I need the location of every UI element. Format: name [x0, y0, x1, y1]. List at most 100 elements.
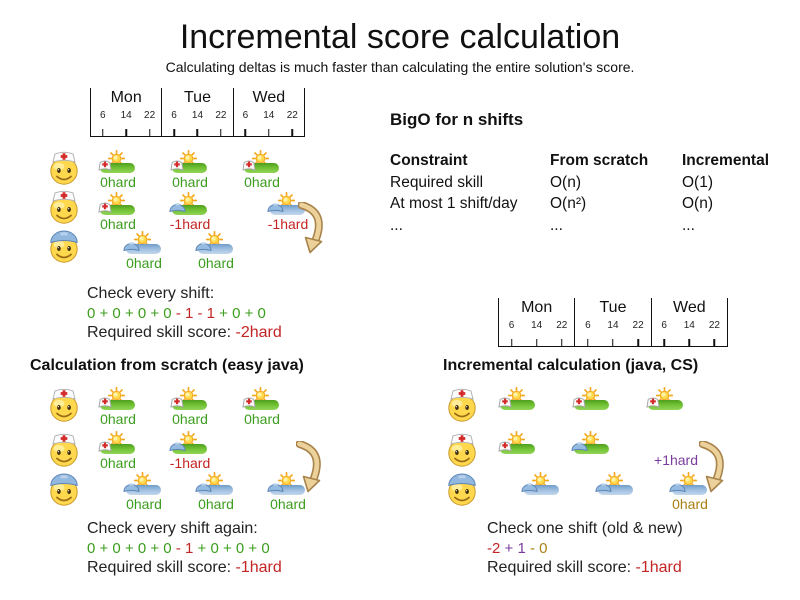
- bigo-cell: ...: [682, 216, 695, 234]
- timeline-hour-label: 14: [531, 320, 543, 331]
- timeline-tick: [148, 129, 151, 136]
- shift-score-label: 0hard: [244, 411, 280, 427]
- score-term: + 1: [500, 539, 526, 557]
- timeline-hour-label: 6: [171, 110, 177, 121]
- timeline-tick: [663, 339, 665, 346]
- employee-nurse-face: [444, 388, 480, 423]
- score-sum: -2 + 1 - 0: [487, 539, 683, 559]
- shift-score-label: 0hard: [198, 496, 234, 512]
- sun-icon: [179, 191, 198, 210]
- employee-builder-face: [46, 472, 82, 507]
- bigo-cell: At most 1 shift/day: [390, 195, 518, 212]
- shift-bar: [172, 444, 207, 454]
- bigo-header-cell: Constraint: [390, 152, 468, 169]
- timeline-hour-label: 6: [661, 320, 667, 331]
- sun-icon: [205, 230, 224, 249]
- timeline-tick: [587, 339, 589, 346]
- shift-bar: [598, 485, 633, 495]
- shift-bar: [244, 400, 279, 410]
- bigo-cell: Required skill: [390, 173, 484, 191]
- timeline-hour-label: 22: [556, 320, 568, 331]
- bigo-table: Constraint From scratch Incremental Require…: [390, 150, 792, 236]
- timeline-tick: [535, 339, 538, 346]
- shift-bar: [244, 163, 279, 173]
- timeline-tick: [268, 129, 270, 136]
- shift-bar: [574, 444, 609, 454]
- incremental-caption: Check one shift (old & new) -2 + 1 - 0 R…: [487, 519, 683, 578]
- shift-score-label: 0hard: [100, 455, 136, 471]
- employee-nurse-face: [46, 151, 82, 186]
- sun-icon: [107, 386, 126, 405]
- sun-icon: [277, 191, 296, 210]
- timeline-hour-label: 14: [191, 110, 204, 121]
- timeline-hour-label: 22: [632, 320, 644, 331]
- employee-builder-face: [46, 229, 82, 264]
- sun-icon: [581, 386, 600, 405]
- score-term: -2: [487, 539, 501, 557]
- bigo-cell: O(1): [682, 173, 713, 191]
- timeline-hour-label: 6: [99, 110, 106, 121]
- shift-score-label: 0hard: [198, 255, 234, 271]
- shift-bar: [100, 444, 135, 454]
- score-prefix: Required skill score:: [87, 559, 236, 576]
- score-value: -1hard: [635, 559, 682, 576]
- move-arrow-icon: [295, 440, 322, 493]
- bigo-cell: O(n): [682, 195, 713, 212]
- timeline-day-label: Tue: [184, 89, 211, 106]
- shift-bar: [126, 485, 161, 495]
- bigo-cell: O(n): [550, 173, 581, 191]
- timeline-tick: [244, 129, 247, 136]
- bigo-cell: O(n²): [550, 195, 587, 212]
- sun-icon: [507, 430, 526, 449]
- nurse-cap-icon: [497, 439, 513, 452]
- score-term: - 0: [525, 539, 548, 557]
- bigo-cell: ...: [390, 216, 403, 234]
- nurse-cap-icon: [97, 200, 113, 213]
- timeline-left: Mon 6 14 22 Tue 6 14 22 Wed 6 14 22: [90, 88, 305, 137]
- employee-nurse-face: [46, 433, 82, 468]
- hard-hat-icon: [595, 481, 612, 493]
- timeline-tick: [125, 129, 127, 136]
- timeline-hour-label: 14: [263, 110, 275, 121]
- nurse-cap-icon: [645, 395, 661, 408]
- slide-title: Incremental score calculation: [179, 18, 621, 56]
- hard-hat-icon: [169, 201, 186, 213]
- initial-caption: Check every shift: 0 + 0 + 0 + 0 - 1 - 1…: [87, 284, 282, 343]
- timeline-tick: [291, 129, 293, 136]
- timeline-day-tue: Tue 6 14 22: [574, 298, 650, 346]
- hard-hat-icon: [195, 481, 212, 493]
- hard-hat-icon: [123, 481, 140, 493]
- timeline-day-tue: Tue 6 14 22: [161, 88, 232, 136]
- move-arrow-icon: [698, 440, 725, 493]
- score-value: -1hard: [235, 559, 282, 576]
- shift-bar: [648, 400, 683, 410]
- timeline-day-label: Mon: [110, 89, 142, 106]
- timeline-day-mon: Mon 6 14 22: [498, 298, 574, 346]
- timeline-tick: [101, 129, 104, 136]
- score-term: 0 + 0 + 0 + 0: [87, 539, 172, 557]
- timeline-tick: [220, 129, 222, 136]
- shift-bar: [500, 444, 535, 454]
- caption-line: Check every shift:: [87, 285, 215, 302]
- bigo-heading: BigO for n shifts: [390, 110, 524, 129]
- nurse-cap-icon: [97, 439, 113, 452]
- timeline-hour-label: 14: [607, 320, 619, 331]
- timeline-day-label: Wed: [252, 89, 286, 106]
- timeline-tick: [173, 129, 175, 136]
- timeline-hour-label: 22: [708, 320, 720, 331]
- employee-builder-face: [444, 472, 480, 507]
- score-line: Required skill score: -1hard: [487, 558, 683, 578]
- timeline-hour-label: 6: [242, 110, 249, 121]
- hard-hat-icon: [267, 481, 284, 493]
- slide-subtitle: Calculating deltas is much faster than c…: [165, 59, 635, 75]
- sun-icon: [179, 430, 198, 449]
- timeline-tick: [612, 339, 614, 346]
- hard-hat-icon: [123, 240, 140, 252]
- scratch-caption: Check every shift again: 0 + 0 + 0 + 0 -…: [87, 519, 282, 578]
- score-term: - 1 - 1: [171, 304, 216, 322]
- timeline-tick: [196, 129, 199, 136]
- shift-score-label: -1hard: [267, 216, 309, 232]
- timeline-day-label: Mon: [521, 299, 553, 316]
- shift-bar: [100, 205, 135, 215]
- score-line: Required skill score: -1hard: [87, 558, 282, 578]
